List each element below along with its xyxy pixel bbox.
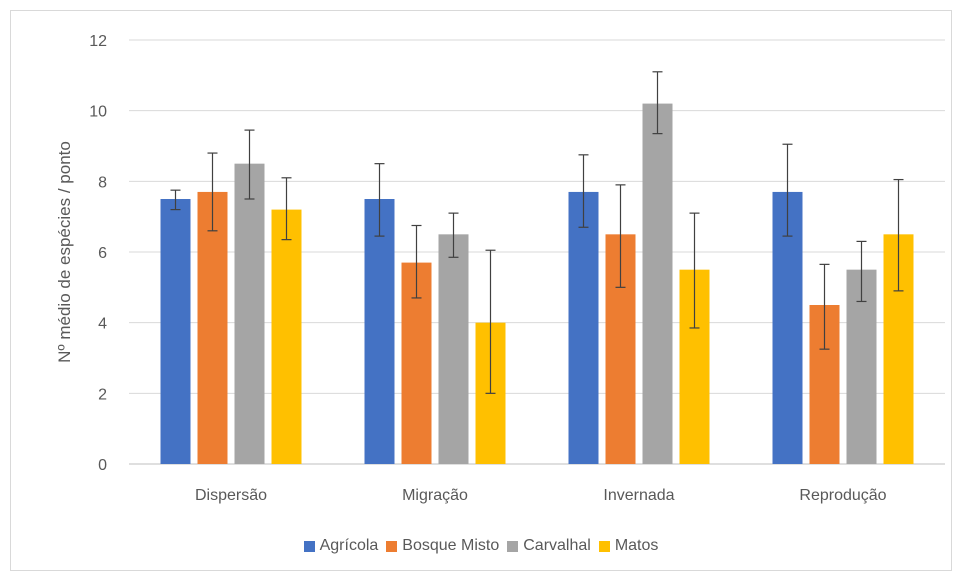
gridlines bbox=[129, 39, 945, 465]
legend-item: Carvalhal bbox=[507, 537, 591, 555]
x-tick-label: Invernada bbox=[603, 487, 674, 504]
bar bbox=[438, 234, 469, 464]
legend-item: Agrícola bbox=[303, 537, 379, 555]
y-axis-ticks: 0 2 4 6 8 10 12 bbox=[89, 33, 107, 474]
legend-swatch bbox=[598, 540, 610, 552]
y-tick-label: 8 bbox=[98, 174, 107, 191]
legend-label: Matos bbox=[614, 537, 659, 554]
x-tick-label: Reprodução bbox=[799, 487, 886, 504]
bar bbox=[772, 191, 803, 464]
legend-item: Matos bbox=[598, 537, 659, 555]
x-axis-ticks: Dispersão Migração Invernada Reprodução bbox=[195, 487, 887, 504]
legend-swatch bbox=[303, 540, 315, 552]
bar bbox=[364, 199, 395, 464]
legend-label: Agrícola bbox=[319, 537, 379, 554]
y-tick-label: 6 bbox=[98, 245, 107, 262]
y-axis-label: Nº médio de espécies / ponto bbox=[55, 141, 74, 363]
bar bbox=[271, 209, 302, 464]
error-bars bbox=[170, 71, 904, 394]
legend-item: Bosque Misto bbox=[386, 537, 499, 555]
y-tick-label: 12 bbox=[89, 33, 107, 50]
y-tick-label: 0 bbox=[98, 457, 107, 474]
legend: Agrícola Bosque Misto Carvalhal Matos bbox=[0, 537, 962, 557]
legend-swatch bbox=[386, 540, 398, 552]
bar bbox=[642, 103, 673, 464]
y-tick-label: 2 bbox=[98, 386, 107, 403]
bar bbox=[197, 191, 228, 464]
bar bbox=[568, 191, 599, 464]
bars bbox=[160, 103, 914, 464]
x-tick-label: Migração bbox=[402, 487, 468, 504]
bar bbox=[234, 163, 265, 464]
bar bbox=[160, 199, 191, 464]
y-tick-label: 4 bbox=[98, 316, 107, 333]
legend-label: Bosque Misto bbox=[402, 537, 500, 554]
y-tick-label: 10 bbox=[89, 104, 107, 121]
x-tick-label: Dispersão bbox=[195, 487, 267, 504]
legend-swatch bbox=[507, 540, 519, 552]
legend-label: Carvalhal bbox=[523, 537, 591, 554]
